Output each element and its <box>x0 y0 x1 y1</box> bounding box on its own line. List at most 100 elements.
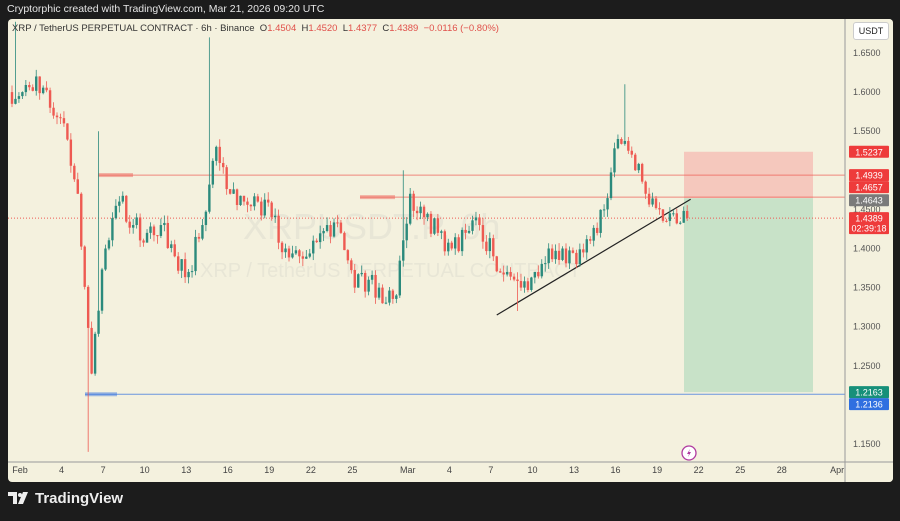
candle-body <box>388 290 391 303</box>
candle-body <box>260 201 263 216</box>
time-tick-label: 7 <box>101 465 106 475</box>
candle-body <box>270 202 273 218</box>
time-tick-label: 7 <box>488 465 493 475</box>
candle-body <box>381 287 384 304</box>
symbol-name[interactable]: XRP / TetherUS PERPETUAL CONTRACT · 6h ·… <box>12 23 255 34</box>
candle-body <box>377 287 381 298</box>
candle-body <box>97 310 100 334</box>
candle-body <box>412 193 415 211</box>
candle-body <box>107 240 111 249</box>
candle-body <box>353 270 356 288</box>
stop-price-label: 1.5237 <box>855 147 883 157</box>
candle-body <box>156 235 159 237</box>
candle-body <box>582 249 585 253</box>
time-tick-label: 19 <box>264 465 274 475</box>
level-origin-marker <box>85 392 117 397</box>
candlestick-chart[interactable]: XRPUSDT.P, 6h XRP / TetherUS PERPETUAL C… <box>8 19 893 482</box>
candle-body <box>312 240 315 254</box>
candle-body <box>291 253 294 258</box>
time-tick-label: 19 <box>652 465 662 475</box>
candle-body <box>537 271 540 277</box>
candle-body <box>488 238 492 252</box>
candle-body <box>630 150 633 155</box>
candle-body <box>433 218 436 234</box>
candle-body <box>554 250 557 260</box>
time-tick-label: 25 <box>347 465 357 475</box>
brand-name: TradingView <box>35 490 124 507</box>
candle-body <box>263 199 266 216</box>
change-value: −0.0116 (−0.80%) <box>423 23 499 34</box>
candle-body <box>447 242 450 252</box>
candle-body <box>415 210 419 214</box>
candle-body <box>100 269 104 311</box>
countdown-label: 02:39:18 <box>851 224 886 234</box>
target-price-label: 1.2163 <box>855 388 883 398</box>
candle-body <box>287 248 291 258</box>
candle-body <box>592 227 595 241</box>
time-tick-label: 4 <box>447 465 452 475</box>
candle-body <box>481 225 485 242</box>
symbol-legend: XRP / TetherUS PERPETUAL CONTRACT · 6h ·… <box>12 23 499 34</box>
candle-body <box>225 167 228 190</box>
candle-body <box>599 209 602 233</box>
candle-body <box>467 230 471 233</box>
price-tick-label: 1.1500 <box>853 439 881 449</box>
candle-body <box>228 189 232 194</box>
candle-body <box>73 165 76 180</box>
candle-body <box>523 281 526 288</box>
candle-body <box>637 163 640 171</box>
currency-button[interactable]: USDT <box>853 22 889 40</box>
candle-body <box>86 286 90 328</box>
time-tick-label: 25 <box>735 465 745 475</box>
candle-body <box>301 256 305 259</box>
candle-body <box>561 248 564 260</box>
close-label: C <box>382 23 390 34</box>
candle-body <box>668 213 672 221</box>
candle-body <box>159 225 163 236</box>
tv-logo-icon <box>8 491 28 504</box>
candle-body <box>672 213 675 215</box>
open-label: O <box>259 23 268 34</box>
candle-body <box>505 271 509 275</box>
candle-body <box>14 98 17 104</box>
time-tick-label: 10 <box>140 465 150 475</box>
candle-body <box>419 206 422 214</box>
candle-body <box>568 250 571 264</box>
lightning-icon[interactable] <box>681 445 697 461</box>
candle-body <box>443 231 447 252</box>
level-origin-marker <box>360 195 395 200</box>
candle-body <box>201 225 204 239</box>
candle-body <box>256 196 260 202</box>
chart-frame[interactable]: XRP / TetherUS PERPETUAL CONTRACT · 6h ·… <box>8 19 893 482</box>
candle-body <box>370 274 374 280</box>
trend-line[interactable] <box>496 198 691 316</box>
candle-body <box>391 290 395 299</box>
level-price-tag <box>849 169 889 182</box>
candle-body <box>183 259 187 278</box>
time-tick-label: 22 <box>694 465 704 475</box>
candle-body <box>685 210 689 219</box>
candle-body <box>52 107 55 116</box>
candle-body <box>627 140 630 151</box>
candle-body <box>544 263 547 265</box>
level-price-label: 1.4939 <box>855 171 883 181</box>
level-price-tag <box>849 181 889 194</box>
candle-body <box>325 225 329 231</box>
candle-body <box>471 220 474 231</box>
candle-body <box>145 232 149 243</box>
candle-body <box>190 271 194 273</box>
candle-body <box>249 204 253 207</box>
candle-body <box>658 208 661 210</box>
tradingview-logo[interactable]: TradingView <box>8 490 123 507</box>
take-profit-zone[interactable] <box>684 198 813 393</box>
last-price-label: 1.4389 <box>855 214 883 224</box>
candle-body <box>69 139 73 166</box>
candle-body <box>59 117 62 119</box>
candle-body <box>121 195 124 202</box>
candle-body <box>457 237 460 252</box>
candle-body <box>142 240 145 243</box>
time-tick-label: 13 <box>569 465 579 475</box>
last-price-tag <box>849 212 889 235</box>
candle-body <box>485 241 488 252</box>
candle-body <box>519 281 523 288</box>
